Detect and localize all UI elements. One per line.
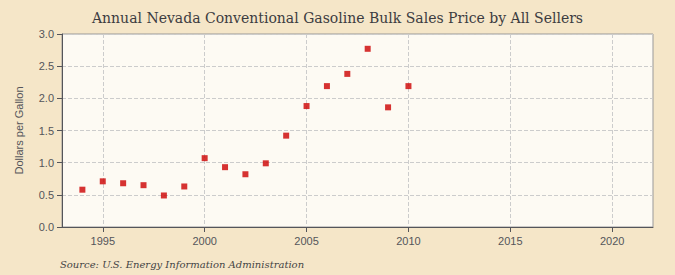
svg-text:2010: 2010 (396, 235, 420, 247)
svg-text:2000: 2000 (192, 235, 216, 247)
svg-text:Annual Nevada Conventional Gas: Annual Nevada Conventional Gasoline Bulk… (91, 10, 583, 26)
svg-text:1.0: 1.0 (39, 157, 54, 169)
svg-text:0.0: 0.0 (39, 221, 54, 233)
svg-text:1.5: 1.5 (39, 125, 54, 137)
svg-text:2.5: 2.5 (39, 60, 54, 72)
svg-text:Dollars per Gallon: Dollars per Gallon (13, 86, 25, 174)
svg-text:0.5: 0.5 (39, 189, 54, 201)
svg-text:1995: 1995 (91, 235, 115, 247)
svg-text:2020: 2020 (600, 235, 624, 247)
svg-text:Source: U.S. Energy Informatio: Source: U.S. Energy Information Administ… (60, 259, 304, 270)
svg-text:2015: 2015 (498, 235, 522, 247)
svg-text:2.0: 2.0 (39, 92, 54, 104)
svg-text:2005: 2005 (294, 235, 318, 247)
svg-text:3.0: 3.0 (39, 28, 54, 40)
